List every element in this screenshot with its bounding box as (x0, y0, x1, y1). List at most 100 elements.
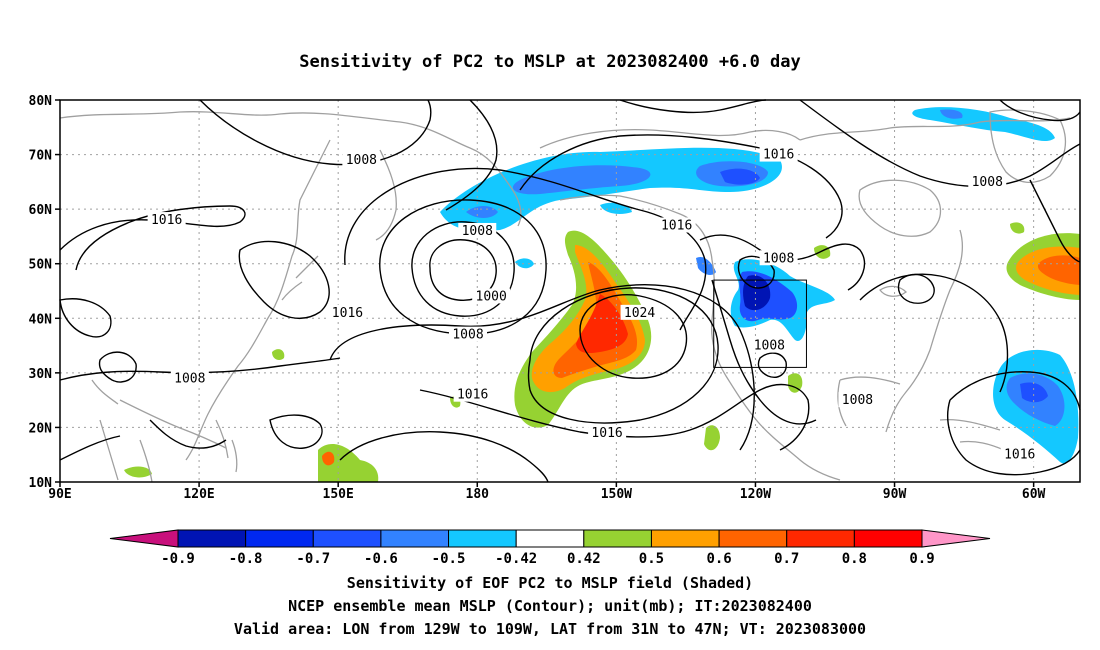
svg-text:1008: 1008 (763, 251, 794, 266)
contour-low-1000 (411, 221, 515, 317)
contour-south-pac (339, 431, 549, 483)
contour-canada-inner (737, 255, 775, 289)
contour-east-1008 (1029, 179, 1081, 263)
shade-neg-aleutian (440, 147, 782, 232)
contour-label: 1016 (759, 146, 798, 163)
contour-se-asia (59, 419, 227, 461)
contour-label: 1008 (458, 222, 497, 239)
contour-label: 1008 (342, 152, 381, 168)
shade-pos-patch2 (124, 466, 152, 478)
contour-label: 1000 (472, 288, 511, 304)
lat-tick-label: 60N (29, 203, 53, 218)
gridlines (60, 100, 1080, 482)
svg-text:1008: 1008 (452, 328, 483, 343)
contour-labels: 1008 1016 1008 1016 1008 1016 1008 1000 1016 1024… (147, 146, 1039, 463)
svg-text:1016: 1016 (1004, 448, 1035, 463)
contour-label: 1024 (620, 304, 659, 321)
shade-neg-westus-dark (743, 275, 771, 311)
coast-alaska (539, 129, 801, 261)
lon-tick-label: 120W (740, 487, 771, 502)
svg-text:1016: 1016 (763, 148, 794, 163)
colorbar-min-arrow (109, 529, 179, 548)
contour-1016-west (59, 205, 246, 271)
shade-pos-patch4 (788, 373, 803, 393)
shade-pos-patch1-core (322, 451, 335, 466)
contour-north-2 (445, 99, 498, 211)
colorbar-swatch (312, 529, 382, 548)
colorbar-label: 0.6 (706, 551, 731, 567)
contour-west-closed2 (59, 298, 112, 338)
contour-label: 1008 (759, 250, 798, 266)
shade-neg-hudson-core (940, 109, 963, 119)
caption-line-3: Valid area: LON from 129W to 109W, LAT f… (234, 620, 866, 638)
colorbar-swatch (448, 529, 517, 548)
svg-text:1008: 1008 (174, 371, 205, 386)
svg-text:1016: 1016 (661, 219, 692, 234)
contour-atlantic-1016 (947, 371, 1081, 476)
lon-tick-label: 150W (601, 487, 632, 502)
latitude-axis: 80N 70N 60N 50N 40N 30N 20N 10N (29, 94, 60, 491)
contour-low-inner (429, 239, 497, 301)
lat-tick-label: 40N (29, 312, 53, 327)
contour-us-trough (711, 279, 817, 425)
shade-pos-patch7 (272, 349, 285, 360)
shade-pos-patch3 (704, 425, 720, 451)
valid-area-box (713, 279, 807, 368)
coast-us-west (710, 259, 841, 481)
contour-label: 1016 (657, 217, 696, 234)
contour-central-closed (757, 352, 787, 378)
map-frame (59, 99, 1081, 483)
shade-pos-atlantic-red (1037, 255, 1080, 285)
colorbar-swatch (177, 529, 247, 548)
colorbar-label: 0.8 (842, 551, 867, 567)
contour-label: 1008 (750, 337, 789, 354)
colorbar-swatch (515, 529, 585, 548)
colorbar-swatch (650, 529, 720, 548)
contour-label: 1008 (838, 392, 877, 408)
lat-tick-label: 70N (29, 149, 53, 164)
coast-asia-east (185, 139, 331, 461)
lat-tick-label: 80N (29, 94, 53, 109)
contour-north-1008b (799, 99, 1081, 188)
figure-title: Sensitivity of PC2 to MSLP at 2023082400… (299, 52, 801, 72)
colorbar-label: -0.9 (161, 551, 195, 567)
caption-line-2: NCEP ensemble mean MSLP (Contour); unit(… (288, 597, 812, 615)
lon-tick-label: 150E (323, 487, 354, 502)
svg-text:1016: 1016 (332, 306, 363, 321)
coast-japan (281, 255, 319, 301)
shade-pos-patch8 (1010, 222, 1025, 234)
coast-hudson (858, 179, 942, 237)
lon-tick-label: 90E (48, 487, 71, 502)
contour-high-1024 (579, 294, 688, 379)
svg-text:1016: 1016 (591, 426, 622, 441)
svg-text:1024: 1024 (624, 306, 655, 321)
contour-label: 1008 (968, 173, 1007, 190)
contour-label: 1008 (170, 370, 209, 386)
coast-kamchatka (375, 149, 397, 241)
contour-label: 1016 (328, 304, 367, 321)
contour-north-3 (619, 99, 767, 114)
contour-label: 1016 (588, 424, 627, 441)
colorbar-label: -0.7 (296, 551, 330, 567)
lon-tick-label: 180 (466, 487, 490, 502)
svg-text:1008: 1008 (972, 175, 1003, 190)
contour-high-1008 (329, 284, 755, 451)
colorbar-label: 0.9 (909, 551, 934, 567)
shade-pos-pacific-red (576, 294, 628, 354)
coast-asia-north (59, 111, 522, 227)
lon-tick-label: 120E (183, 487, 214, 502)
colorbar-label: 0.42 (567, 551, 601, 567)
svg-text:1008: 1008 (462, 224, 493, 239)
lat-tick-label: 10N (29, 476, 53, 491)
mslp-contours (59, 99, 1081, 483)
colorbar: -0.9 -0.8 -0.7 -0.6 -0.5 -0.42 0.42 0.5 0.6 0.7 0.… (109, 529, 991, 567)
contour-north-1016 (519, 134, 843, 239)
caption-line-1: Sensitivity of EOF PC2 to MSLP field (Sh… (347, 574, 753, 592)
coast-philippines (215, 419, 238, 473)
contour-label: 1016 (1000, 446, 1039, 463)
coast-indochina (99, 419, 153, 483)
svg-text:1008: 1008 (754, 339, 785, 354)
contour-canada-1008 (699, 234, 866, 291)
svg-text:1008: 1008 (842, 393, 873, 408)
